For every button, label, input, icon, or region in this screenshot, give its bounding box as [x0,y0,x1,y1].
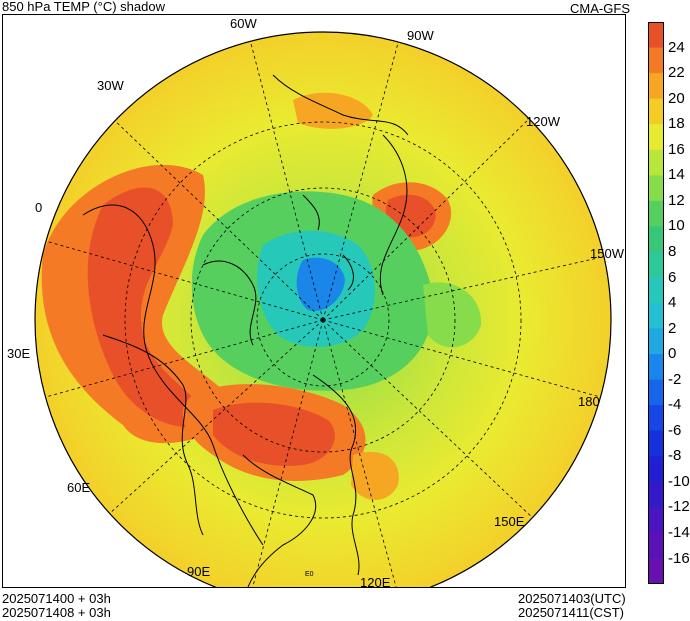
lon-label-90w: 90W [407,28,434,43]
warm-patch-east-asia [351,451,399,500]
colorbar-swatch [648,22,664,49]
map-disk-edge [34,31,612,587]
corner-marker: E0 [305,571,314,578]
coldest-polar-spot [296,257,345,311]
init-time-label: 2025071400 + 03h [2,591,111,606]
model-source-label: CMA-GFS [570,1,630,16]
lon-label-120e: 120E [360,575,391,590]
lon-label-30w: 30W [97,78,124,93]
colorbar-swatch [648,354,664,381]
colorbar-level-label: -14 [668,523,690,541]
lon-label-60w: 60W [230,16,257,31]
colorbar-swatch [648,226,664,253]
latitude-circles [124,121,522,519]
colorbar-swatch [648,303,664,330]
colorbar-level-label: -10 [668,472,690,490]
colorbar-level-label: 0 [668,345,677,363]
colorbar-swatch [648,124,664,151]
colorbar-swatch [648,379,664,406]
colorbar-swatch [648,481,664,508]
chart-title: 850 hPa TEMP (°C) shadow [2,0,165,14]
colorbar-level-label: -6 [668,421,682,439]
colorbar-swatch [648,98,664,125]
lon-label-0: 0 [35,200,43,215]
colorbar-level-label: 2 [668,319,677,337]
lon-label-150w: 150W [590,246,624,261]
meridians [35,32,611,587]
colorbar-swatch [648,532,664,560]
colorbar-level-label: 12 [668,191,685,209]
colorbar-swatch [648,251,664,279]
lon-label-180: 180 [578,394,600,409]
colorbar-swatch [648,175,664,202]
colorbar-level-label: 18 [668,115,685,133]
coastlines [82,74,409,587]
colorbar-level-label: 6 [668,268,677,286]
colorbar-level-label: -4 [668,396,682,414]
hot-core-asia [213,402,335,466]
colorbar-swatch [648,149,664,176]
valid-time-utc-label: 2025071403(UTC) [518,591,626,606]
colorbar-level-label: 16 [668,140,685,158]
colorbar-level-label: 8 [668,242,677,260]
lon-label-30e: 30E [7,346,31,361]
colorbar-swatch [648,277,664,304]
colorbar-swatch [648,456,664,483]
lon-label-90e: 90E [187,564,211,579]
colorbar-swatch [648,73,664,100]
colorbar-level-label: 4 [668,294,677,311]
colorbar-level-label: -2 [668,370,682,388]
colorbar-level-label: -12 [668,498,690,516]
polar-map [34,31,612,587]
hot-core-west [87,187,213,428]
local-init-time-label: 2025071408 + 03h [2,605,111,620]
colorbar-swatch [648,507,664,534]
colorbar-swatch [648,405,664,432]
lon-label-60e: 60E [67,480,91,495]
colorbar-level-label: -8 [668,447,682,465]
colorbar-level-label: -16 [668,549,690,567]
colorbar-level-label: 10 [668,217,685,235]
colorbar-swatch [648,200,664,227]
colorbar-level-label: 22 [668,64,685,82]
colorbar-swatch [648,558,664,584]
valid-time-cst-label: 2025071411(CST) [518,605,624,620]
lon-label-150e: 150E [494,514,525,529]
colorbar [648,22,664,584]
colorbar-level-label: 20 [668,89,685,107]
warm-region-europe-africa [41,164,244,444]
colorbar-level-label: 24 [668,38,685,56]
colorbar-swatch [648,328,664,355]
map-panel: 60W 90W 30W 120W 0 150W 30E 180 60E 150E… [2,14,626,590]
lon-label-120w: 120W [526,114,560,129]
cool-patch-pacific [423,282,482,348]
colorbar-swatch [648,430,664,457]
colorbar-swatch [648,47,664,74]
colorbar-level-label: 14 [668,166,685,184]
